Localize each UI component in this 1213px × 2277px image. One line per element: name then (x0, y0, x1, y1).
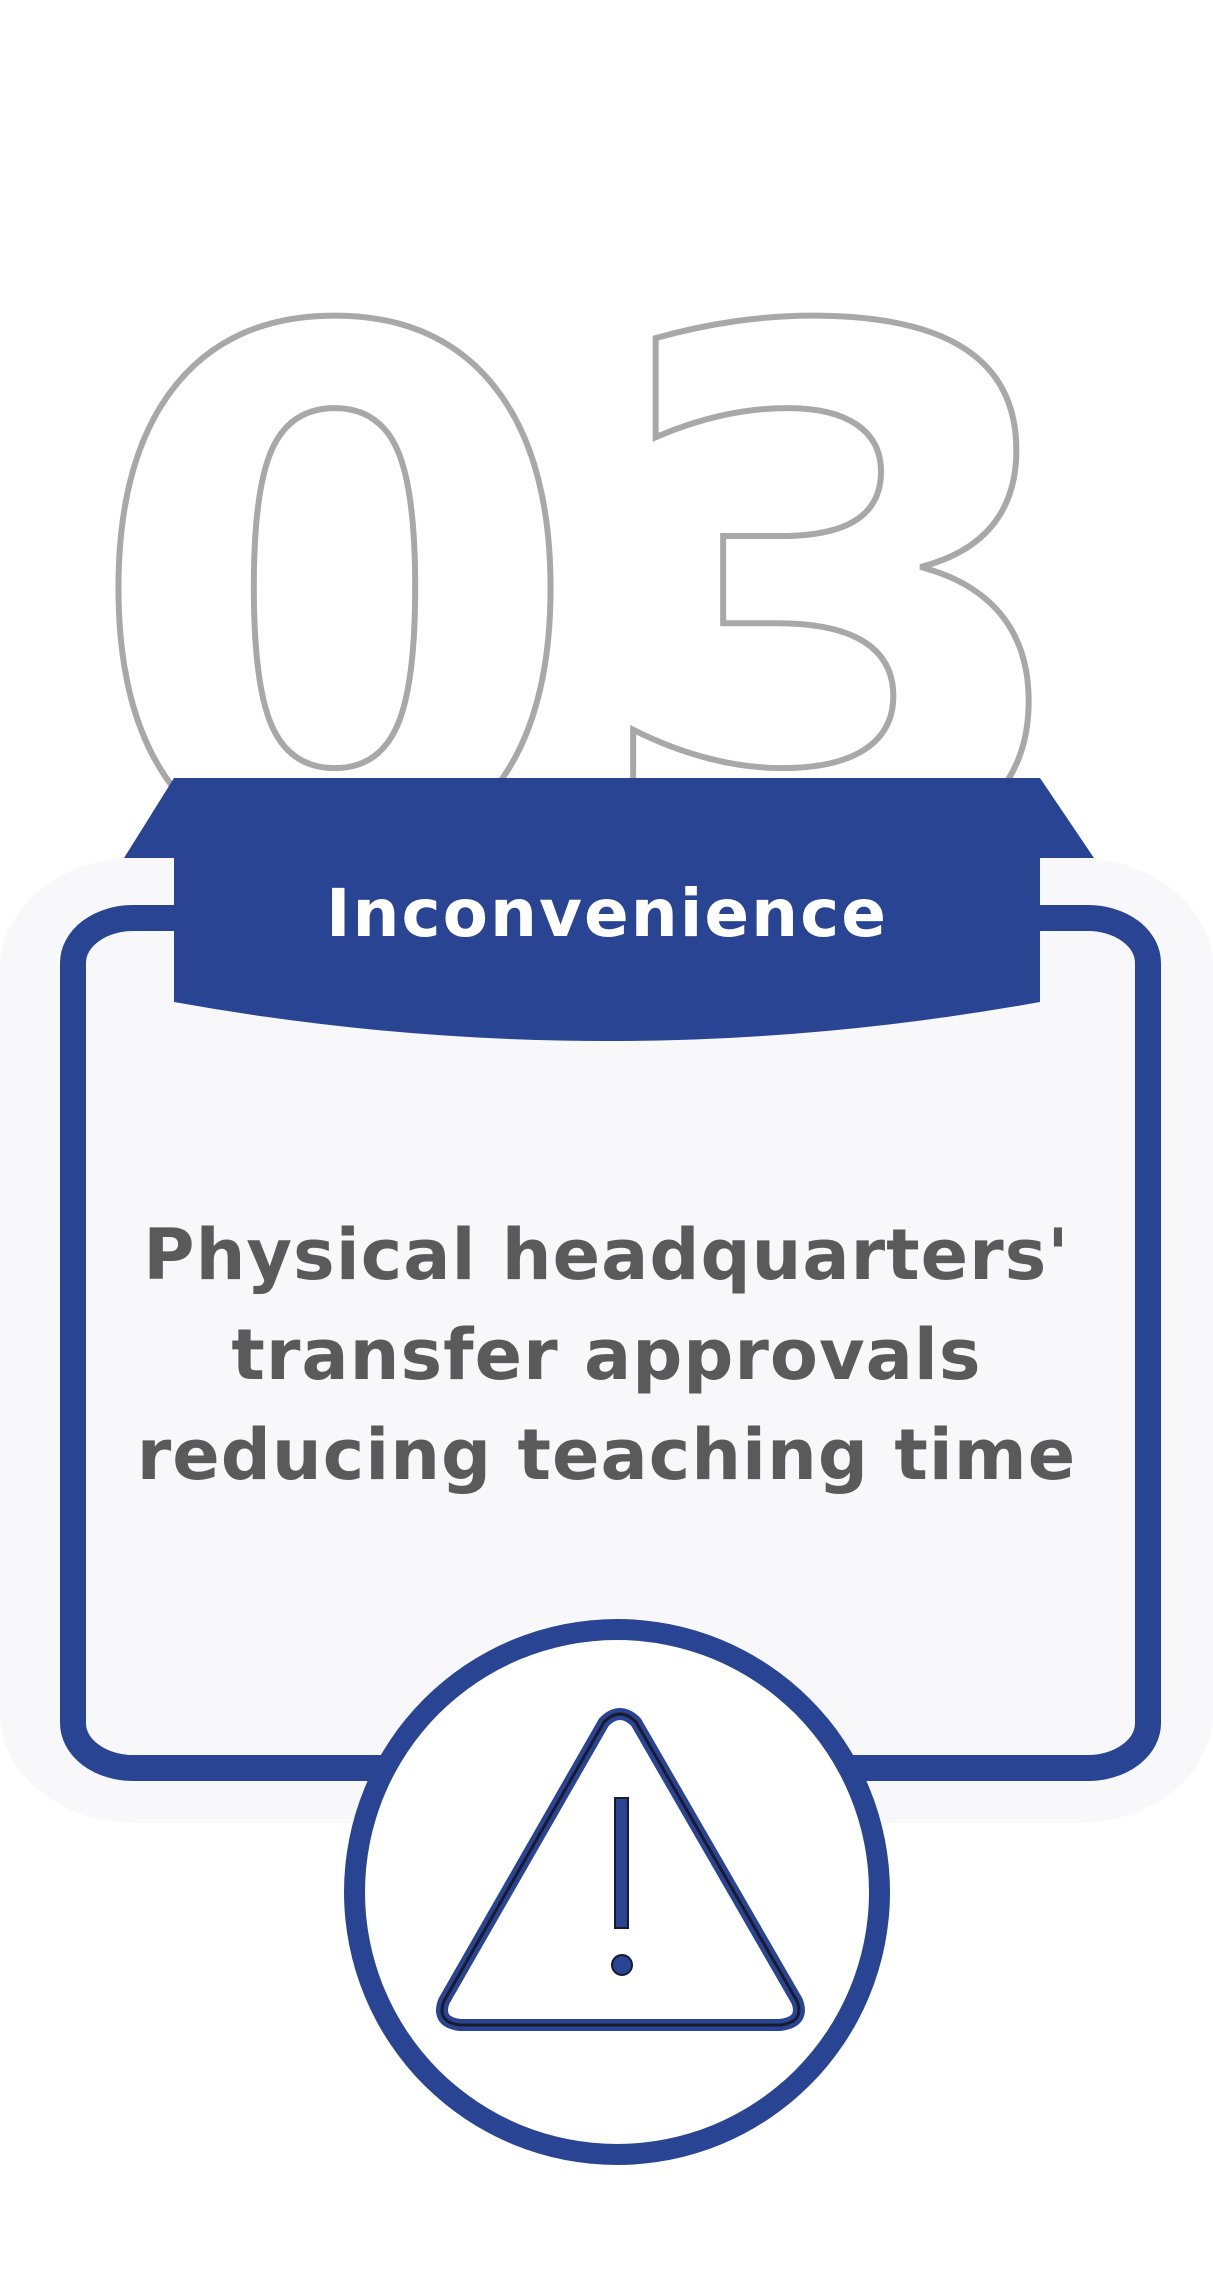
exclamation-dot (611, 1954, 633, 1976)
banner-flap-right (1040, 778, 1094, 858)
card-description: Physical headquarters' transfer approval… (136, 1214, 1077, 1496)
banner-flap-left (124, 778, 174, 858)
warning-triangle-icon (436, 1708, 805, 2031)
title-banner (174, 778, 1040, 1041)
exclamation-bar (614, 1797, 629, 1929)
card-title: Inconvenience (325, 874, 889, 952)
